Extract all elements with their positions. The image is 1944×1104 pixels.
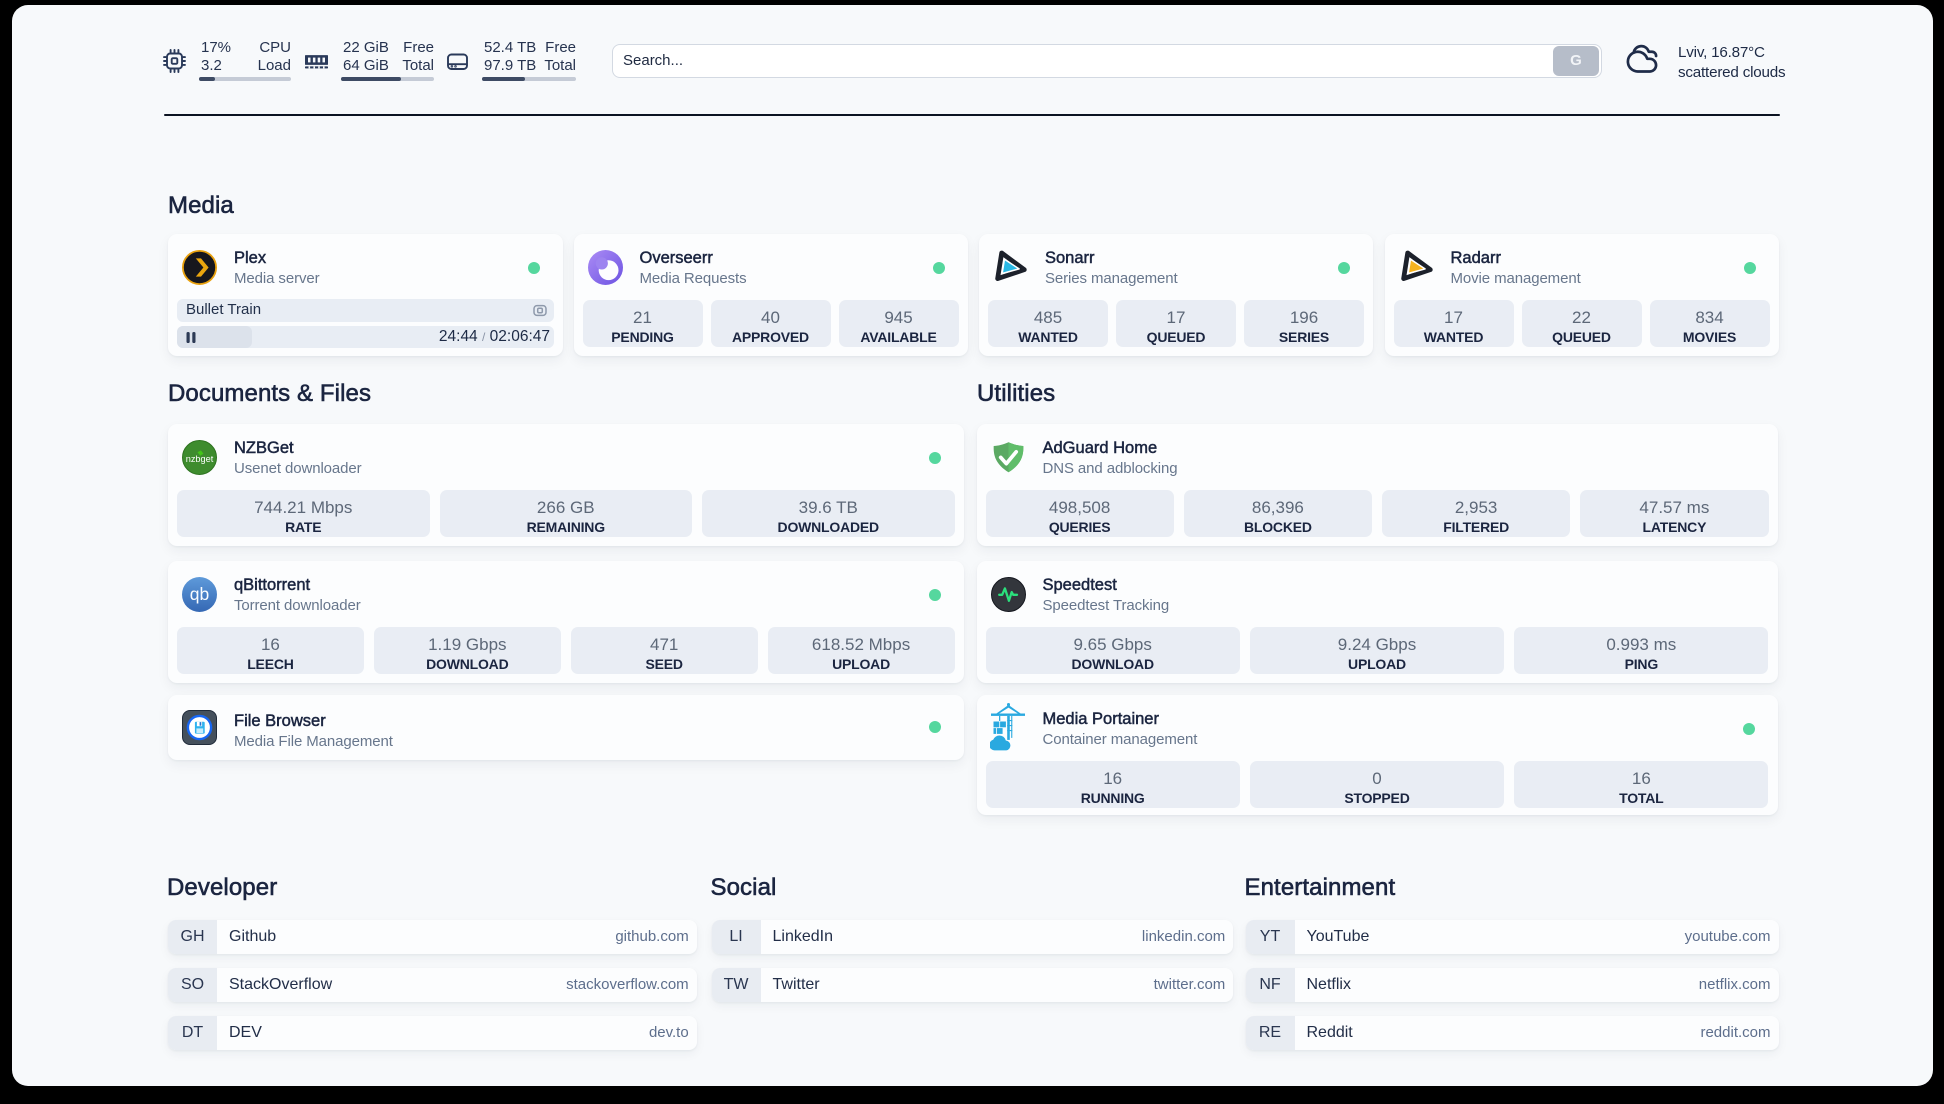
svg-text:qb: qb — [190, 584, 209, 604]
svg-text:nzbget: nzbget — [186, 453, 214, 463]
